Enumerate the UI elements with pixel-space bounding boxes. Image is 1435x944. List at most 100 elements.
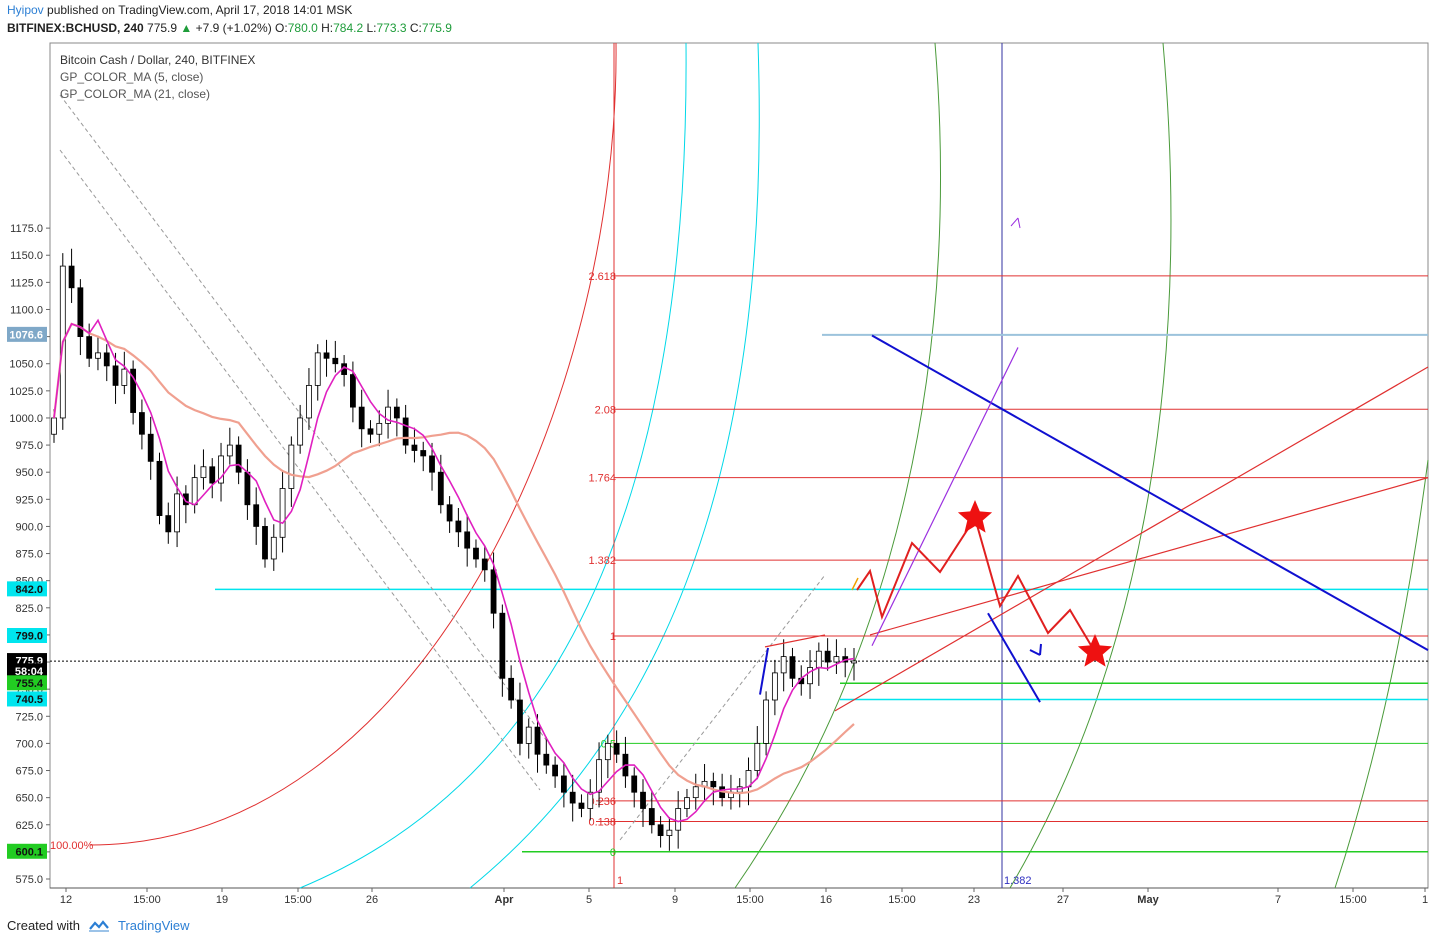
tradingview-brand-link[interactable]: TradingView — [117, 918, 190, 933]
time-ratio-annotation: 1.382 — [1004, 875, 1032, 887]
blue-arrow-up — [759, 647, 769, 695]
up-arrow-icon: ▲ — [180, 21, 193, 35]
publish-line: Hyipov published on TradingView.com, Apr… — [7, 3, 352, 17]
price-tag — [7, 663, 47, 679]
blue-arrow-head-icon — [1029, 643, 1042, 656]
y-tick-label: 700.0 — [15, 738, 43, 750]
y-tick-label: 650.0 — [15, 793, 43, 805]
x-tick-label: 19 — [216, 894, 228, 906]
legend-ma-fast[interactable]: GP_COLOR_MA (5, close) — [60, 70, 204, 84]
price-tag — [7, 628, 47, 644]
green-arc-2 — [1009, 42, 1172, 889]
author-link[interactable]: Hyipov — [7, 3, 44, 17]
x-tick-label: 15:00 — [1339, 894, 1367, 906]
candle-body — [323, 352, 330, 359]
y-tick-label: 625.0 — [15, 820, 43, 832]
candle-body — [851, 660, 857, 664]
x-tick-label: 27 — [1057, 894, 1069, 906]
candle-body — [350, 374, 356, 408]
red-arc — [89, 42, 617, 846]
candle-body — [191, 477, 198, 506]
y-tick-label: 925.0 — [15, 494, 43, 506]
candle-body — [631, 775, 638, 793]
channel-line-lower — [59, 149, 541, 791]
x-tick-label: May — [1137, 894, 1159, 906]
candle-body — [437, 471, 444, 506]
tradingview-logo-icon — [88, 919, 109, 932]
candle-body — [402, 417, 409, 446]
fib-level-label: 1.764 — [588, 473, 616, 485]
x-tick-label: 1 — [1422, 894, 1428, 906]
trendline-shallow — [869, 477, 1429, 636]
candle-body — [429, 455, 435, 473]
low-value: 773.3 — [376, 21, 407, 35]
x-tick-label: 9 — [672, 894, 678, 906]
candle-body — [552, 764, 558, 777]
candle-body — [306, 385, 312, 419]
x-tick-label: 15:00 — [284, 894, 312, 906]
candle-body — [578, 802, 585, 809]
footer: Created with TradingView — [7, 918, 190, 933]
fib-level-label: 0.236 — [588, 796, 616, 808]
candle-body — [640, 791, 646, 809]
y-tick-label: 1150.0 — [10, 250, 43, 262]
candle-body — [130, 368, 137, 413]
orange-marker — [851, 577, 859, 591]
y-tick-label: 950.0 — [15, 467, 43, 479]
fib-level-label: 1 — [610, 631, 616, 643]
candle-body — [51, 417, 57, 435]
candle-body — [815, 650, 822, 668]
high-label: H: — [321, 21, 334, 35]
candle-body — [226, 444, 233, 457]
price-change: +7.9 (+1.02%) — [195, 21, 272, 35]
candle-body — [807, 667, 813, 685]
y-tick-label: 1125.0 — [10, 277, 43, 289]
candle-body — [789, 656, 796, 679]
candle-body — [218, 455, 224, 484]
y-tick-label: 875.0 — [15, 549, 43, 561]
candle-body — [270, 536, 277, 560]
candle-body — [174, 493, 180, 533]
last-price: 775.9 — [147, 21, 178, 35]
green-arc-1 — [734, 42, 941, 889]
y-tick-label: 675.0 — [15, 766, 43, 778]
candle-body — [508, 677, 515, 701]
candle-body — [358, 406, 365, 430]
candle-body — [279, 488, 286, 538]
y-tick-label: 1000.0 — [9, 413, 43, 425]
x-tick-label: 15:00 — [133, 894, 161, 906]
candle-body — [657, 824, 664, 837]
star-target-high-icon — [957, 500, 993, 533]
fib-level-label: 0.138 — [588, 817, 616, 829]
y-tick-label: 1175.0 — [10, 223, 43, 235]
green-arc-3 — [1334, 459, 1429, 889]
candle-body — [314, 352, 321, 386]
x-tick-label: 15:00 — [736, 894, 764, 906]
price-tag — [7, 691, 47, 707]
candle-body — [77, 287, 84, 337]
candle-body — [587, 791, 594, 809]
candle-body — [112, 365, 119, 386]
price-tag-label: 740.5 — [15, 694, 43, 706]
blue-downtrend-line — [871, 334, 1429, 651]
y-tick-label: 1100.0 — [10, 304, 43, 316]
candle-body — [666, 829, 673, 837]
candle-body — [68, 265, 75, 289]
candle-body — [560, 775, 567, 793]
x-tick-label: 23 — [968, 894, 980, 906]
price-tag — [7, 581, 47, 597]
candle-body — [200, 466, 207, 479]
cyan-arc-outer — [469, 42, 760, 889]
y-tick-label: 1050.0 — [9, 359, 43, 371]
candle-body — [517, 699, 523, 744]
price-tag-label: 600.1 — [15, 846, 43, 858]
price-tag — [7, 675, 47, 691]
legend-ma-slow[interactable]: GP_COLOR_MA (21, close) — [60, 87, 211, 101]
trendline-steep — [834, 366, 1429, 712]
y-tick-label: 825.0 — [15, 603, 43, 615]
price-tag-label: 799.0 — [15, 631, 43, 643]
candle-body — [103, 352, 110, 367]
candle-body — [525, 726, 532, 744]
price-tag — [7, 326, 47, 342]
